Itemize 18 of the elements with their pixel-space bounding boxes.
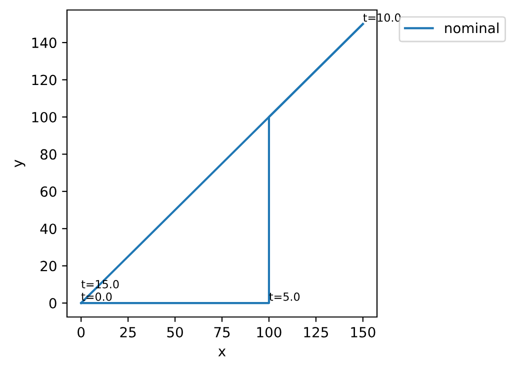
- legend-label: nominal: [445, 22, 498, 34]
- x-tick-label: 50: [167, 326, 183, 338]
- x-tick-label: 100: [257, 326, 282, 338]
- x-tick-label: 25: [120, 326, 136, 338]
- y-tick-label: 100: [32, 112, 56, 122]
- y-tick-label: 20: [40, 260, 56, 272]
- y-tick-label: 60: [40, 186, 56, 197]
- x-tick-label: 0: [78, 326, 85, 338]
- x-tick-label: 75: [214, 327, 230, 338]
- x-axis-title: x: [218, 348, 226, 356]
- x-tick-label: 150: [351, 326, 376, 338]
- y-tick-label: 80: [40, 149, 56, 160]
- y-axis-title: y: [14, 160, 26, 168]
- x-tick-label: 125: [304, 326, 328, 338]
- y-tick-label: 40: [40, 224, 56, 234]
- y-tick-label: 0: [49, 298, 56, 309]
- y-tick-label: 140: [32, 38, 56, 48]
- y-tick-label: 120: [32, 74, 56, 86]
